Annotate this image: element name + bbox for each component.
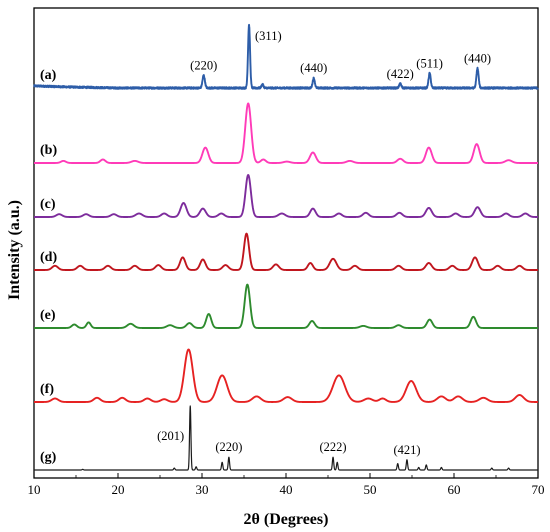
x-axis-ticks: 10 20 30 40 50 60 70 bbox=[28, 473, 545, 497]
series-traces bbox=[33, 23, 539, 471]
series-label-c: (c) bbox=[40, 197, 56, 212]
x-tick-label: 10 bbox=[28, 482, 41, 497]
peak-label: (220) bbox=[215, 440, 242, 454]
series-line-a bbox=[33, 23, 539, 90]
x-tick-label: 50 bbox=[364, 482, 377, 497]
series-line-b bbox=[33, 102, 539, 164]
series-labels: (a) (b) (c) (d) (e) (f) (g) bbox=[40, 68, 57, 465]
plot-frame bbox=[33, 7, 539, 479]
series-line-g bbox=[33, 405, 539, 471]
series-line-d bbox=[33, 232, 539, 271]
series-line-e bbox=[33, 283, 539, 329]
y-axis-title: Intensity (a.u.) bbox=[6, 200, 23, 300]
peak-label: (222) bbox=[319, 440, 346, 454]
peak-label: (201) bbox=[157, 429, 184, 443]
x-axis-title: 2θ (Degrees) bbox=[244, 511, 329, 528]
series-label-a: (a) bbox=[40, 68, 57, 83]
peak-label: (311) bbox=[255, 29, 282, 43]
peak-annotations: (220) (311) (440) (422)(511) (440) (201) (220)… bbox=[157, 29, 491, 457]
x-tick-label: 20 bbox=[112, 482, 125, 497]
peak-label: (440) bbox=[300, 61, 327, 75]
peak-label: (421) bbox=[393, 443, 420, 457]
peak-label: (511) bbox=[416, 56, 443, 70]
series-label-b: (b) bbox=[40, 143, 57, 158]
peak-label: (440) bbox=[464, 51, 491, 65]
x-tick-label: 70 bbox=[532, 482, 545, 497]
series-label-d: (d) bbox=[40, 250, 57, 265]
series-label-f: (f) bbox=[40, 382, 54, 397]
series-label-g: (g) bbox=[40, 450, 57, 465]
series-label-e: (e) bbox=[40, 308, 56, 323]
peak-label: (422) bbox=[387, 67, 414, 81]
x-tick-label: 30 bbox=[196, 482, 209, 497]
x-tick-label: 40 bbox=[280, 482, 293, 497]
x-tick-label: 60 bbox=[448, 482, 461, 497]
peak-label: (220) bbox=[190, 58, 217, 72]
series-line-c bbox=[33, 174, 539, 218]
series-line-f bbox=[33, 348, 539, 403]
